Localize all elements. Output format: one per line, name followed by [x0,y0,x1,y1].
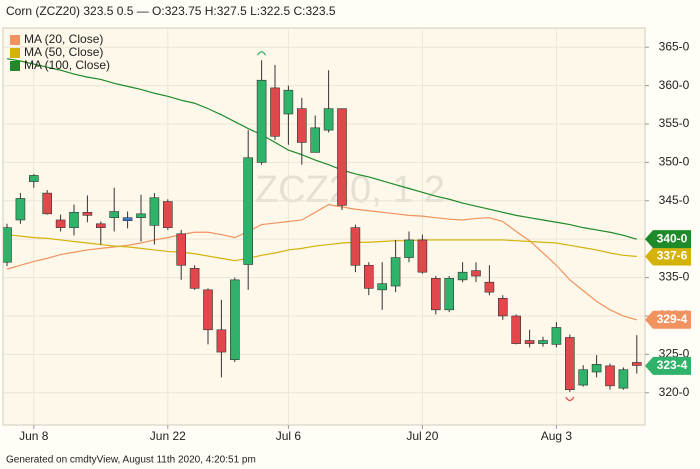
price-tag [645,230,691,249]
low-marker [565,396,575,402]
candle-body [551,327,562,345]
ma-line [6,58,637,240]
candle-body [55,219,66,228]
candle-body [109,211,119,218]
candle-body [163,201,173,228]
candle-body [310,127,321,153]
footer: Generated on cmdtyView, August 11th 2020… [6,455,256,466]
candle-body [96,223,106,228]
candle-body [631,362,642,366]
candle-body [430,278,441,311]
candle-body [69,211,79,228]
x-tick-label: Aug 3 [541,429,573,443]
legend-swatch [10,61,20,71]
y-tick-label: 360-0 [659,78,690,92]
price-tag-label: 329-4 [657,312,688,326]
candle-body [377,283,388,291]
candle-body [404,239,414,258]
candle-body [564,337,575,390]
y-tick-label: 320-0 [659,385,690,399]
price-tag-label: 337-6 [657,249,688,263]
ma-line [6,233,637,262]
candle-body [149,197,160,226]
candle-body [283,89,294,115]
x-tick-label: Jul 6 [276,429,302,443]
y-tick-label: 345-0 [659,193,690,207]
price-tag [645,356,691,375]
candle-body [82,212,93,216]
chart-title: Corn (ZCZ20) 323.5 0.5 — O:323.75 H:327.… [6,4,336,18]
legend-label: MA (100, Close) [24,58,110,72]
plot-layer [3,51,642,402]
candle-body [497,297,508,317]
price-tag [645,310,691,329]
candle-body [42,192,53,215]
candle-body [296,108,307,143]
candle-body [511,315,522,344]
x-tick-label: Jun 8 [19,429,49,443]
candle-body [136,213,146,218]
legend-label: MA (50, Close) [24,45,103,59]
candle-body [444,278,455,311]
price-tag [645,247,691,266]
y-tick-label: 355-0 [659,116,690,130]
legend-label: MA (20, Close) [24,32,103,46]
candle-body [216,329,227,353]
high-marker [257,51,267,56]
candle-body [28,175,39,182]
ma-line [6,203,637,321]
candle-body [605,365,615,387]
candle-body [484,281,495,293]
candle-body [203,289,213,331]
y-tick-label: 365-0 [659,39,690,53]
candle-body [457,271,468,281]
candle-body [524,340,535,344]
candle-body [363,264,374,289]
candle-body [591,364,602,373]
candle-body [618,369,629,389]
legend-swatch [10,35,20,45]
candle-body [122,217,133,222]
candle-body [538,340,548,344]
y-tick-label: 335-0 [659,270,690,284]
candle-body [3,227,12,263]
candle-body [350,227,361,266]
y-tick-label: 350-0 [659,155,690,169]
candle-body [230,279,240,361]
candle-body [578,369,589,386]
candle-body [15,198,26,221]
candle-body [323,108,334,131]
candle-body [390,257,401,287]
candle-body [417,239,428,273]
price-tag-label: 323-4 [657,358,688,372]
candle-body [256,79,267,163]
x-tick-label: Jul 20 [406,429,438,443]
candle-body [176,233,186,266]
x-tick-label: Jun 22 [150,429,186,443]
plot-area [2,27,646,426]
candle-body [189,268,200,289]
candle-body [337,108,347,206]
legend-swatch [10,48,20,58]
price-tag-label: 340-0 [657,231,688,245]
candle-body [471,270,481,277]
candle-body [243,157,253,265]
candle-body [270,87,280,137]
